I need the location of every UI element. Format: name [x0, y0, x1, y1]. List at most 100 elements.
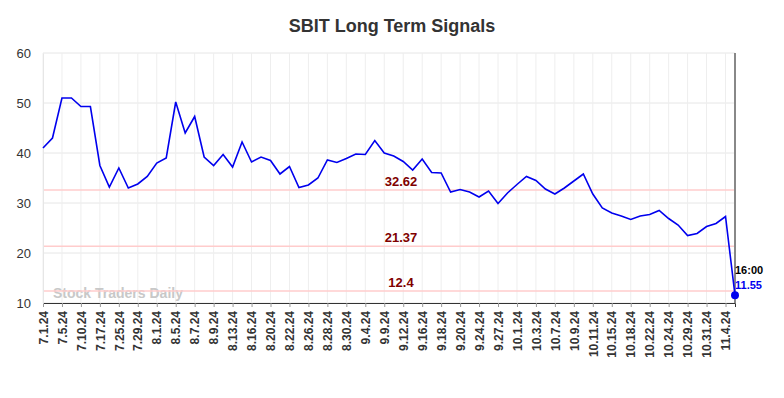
grid-line [80, 53, 81, 303]
grid [43, 53, 735, 303]
reference-line [43, 290, 735, 292]
x-tick-label: 8.1.24 [150, 311, 164, 345]
grid-line [668, 53, 669, 303]
x-tick-label: 10.15.24 [605, 311, 619, 358]
y-tick-label: 10 [17, 296, 31, 311]
grid-line [611, 53, 612, 303]
x-tick: 8.13.24 [226, 303, 240, 351]
y-tick-label: 60 [17, 46, 31, 61]
grid-line [251, 53, 252, 303]
x-tick-mark [631, 303, 632, 307]
grid-line [441, 53, 442, 303]
grid-line [156, 53, 157, 303]
grid-line [43, 53, 44, 303]
x-tick: 8.16.24 [245, 303, 259, 351]
x-tick: 9.27.24 [492, 303, 506, 351]
x-tick-label: 7.25.24 [113, 311, 127, 351]
grid-line [649, 53, 650, 303]
x-tick-mark [81, 303, 82, 307]
reference-label: 32.62 [385, 174, 418, 189]
x-tick: 10.9.24 [568, 303, 582, 351]
x-tick: 9.12.24 [397, 303, 411, 351]
x-tick-mark [707, 303, 708, 307]
y-tick: 10 [17, 296, 43, 311]
grid-line [118, 53, 119, 303]
grid-line [498, 53, 499, 303]
y-axis-line [43, 54, 44, 304]
x-tick-label: 10.31.24 [700, 311, 714, 358]
x-tick-label: 10.24.24 [662, 311, 676, 358]
reference-lines: 32.62 21.37 12.4 [43, 174, 735, 291]
x-tick-label: 10.9.24 [568, 311, 582, 351]
x-tick-label: 8.9.24 [207, 311, 221, 345]
reference-label: 12.4 [388, 275, 414, 290]
last-value-label: 11.55 [735, 279, 762, 291]
grid-line [535, 53, 536, 303]
x-tick: 11.4.24 [719, 303, 733, 350]
grid-line [308, 53, 309, 303]
x-tick-label: 10.22.24 [643, 311, 657, 358]
x-tick-mark [517, 303, 518, 307]
grid-line [346, 53, 347, 303]
x-tick: 8.5.24 [169, 303, 183, 344]
x-tick: 7.1.24 [37, 303, 51, 344]
x-tick-mark [669, 303, 670, 307]
grid-line [365, 53, 366, 303]
x-tick-mark [403, 303, 404, 307]
x-tick-mark [536, 303, 537, 307]
x-tick: 7.25.24 [113, 303, 127, 351]
x-tick-label: 8.26.24 [302, 311, 316, 351]
y-tick-label: 30 [17, 196, 31, 211]
grid-line [516, 53, 517, 303]
x-tick-label: 8.16.24 [245, 311, 259, 351]
grid-line [592, 53, 593, 303]
x-tick-mark [688, 303, 689, 307]
grid-line [706, 53, 707, 303]
y-tick: 40 [17, 146, 43, 161]
x-tick: 8.30.24 [340, 303, 354, 351]
chart: SBIT Long Term SignalsStock Traders Dail… [0, 0, 784, 398]
x-tick: 10.7.24 [549, 303, 563, 351]
x-tick: 7.17.24 [94, 303, 108, 351]
x-tick-mark [384, 303, 385, 307]
x-tick-label: 10.18.24 [624, 311, 638, 358]
x-tick-mark [346, 303, 347, 307]
grid-line [422, 53, 423, 303]
x-tick: 10.29.24 [681, 303, 695, 358]
x-tick-label: 10.11.24 [587, 311, 601, 357]
x-tick-mark [289, 303, 290, 307]
grid-line [327, 53, 328, 303]
y-tick: 20 [17, 246, 43, 261]
x-tick-mark [100, 303, 101, 307]
grid-line [232, 53, 233, 303]
x-tick: 9.16.24 [416, 303, 430, 351]
x-tick: 8.26.24 [302, 303, 316, 351]
y-tick: 60 [17, 46, 43, 61]
x-tick: 10.31.24 [700, 303, 714, 358]
x-tick: 8.7.24 [188, 303, 202, 344]
y-tick-label: 50 [17, 96, 31, 111]
y-axis: 10 20 30 40 50 60 [17, 46, 44, 311]
x-tick-mark [327, 303, 328, 307]
x-tick-label: 9.16.24 [416, 311, 430, 351]
x-tick: 8.28.24 [321, 303, 335, 351]
reference-label: 21.37 [385, 230, 418, 245]
x-tick-mark [650, 303, 651, 307]
x-tick: 7.5.24 [56, 303, 70, 344]
x-tick-label: 10.7.24 [549, 311, 563, 351]
x-tick-label: 10.1.24 [511, 311, 525, 351]
x-tick-mark [138, 303, 139, 307]
grid-line [687, 53, 688, 303]
reference-line [43, 189, 735, 191]
x-tick-label: 8.30.24 [340, 311, 354, 351]
x-tick: 9.4.24 [359, 303, 373, 344]
x-tick-label: 9.18.24 [435, 311, 449, 351]
grid-line [99, 53, 100, 303]
x-tick: 10.22.24 [643, 303, 657, 358]
x-tick-mark [62, 303, 63, 307]
x-tick-label: 7.5.24 [56, 311, 70, 345]
grid-line [194, 53, 195, 303]
x-tick-mark [119, 303, 120, 307]
x-tick: 10.15.24 [605, 303, 619, 358]
x-tick-label: 9.27.24 [492, 311, 506, 351]
